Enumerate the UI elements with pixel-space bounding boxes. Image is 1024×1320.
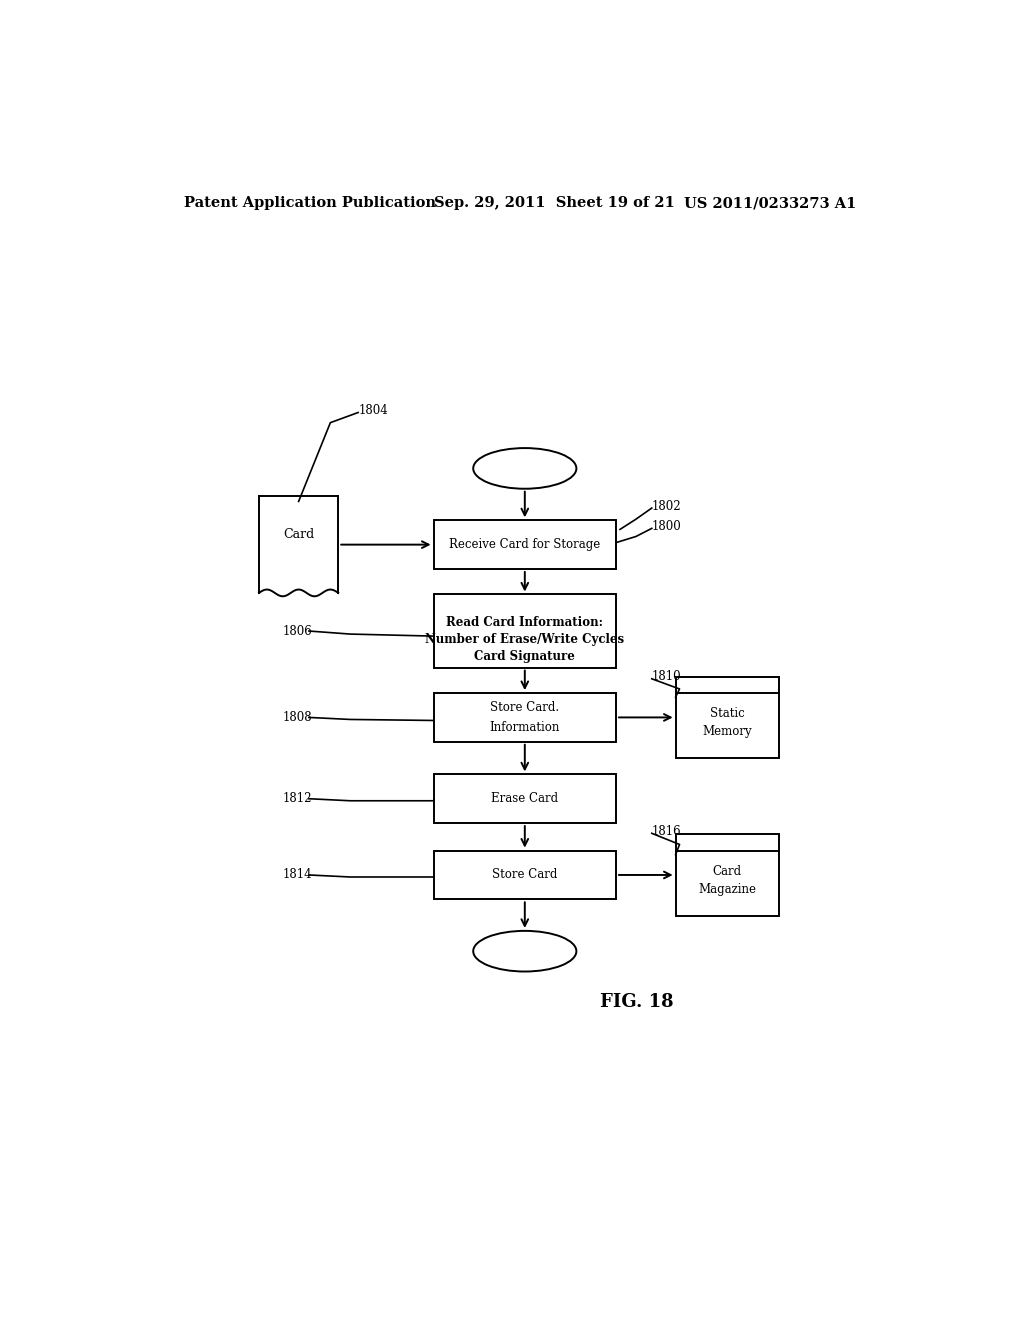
Bar bbox=[676, 834, 778, 916]
Bar bbox=[676, 677, 778, 758]
Text: Static
Memory: Static Memory bbox=[702, 708, 752, 738]
Text: Card
Magazine: Card Magazine bbox=[698, 865, 756, 895]
Text: Store Card: Store Card bbox=[493, 869, 557, 882]
Text: Erase Card: Erase Card bbox=[492, 792, 558, 805]
Text: 1804: 1804 bbox=[358, 404, 388, 417]
Text: FIG. 18: FIG. 18 bbox=[600, 993, 674, 1011]
Text: 1810: 1810 bbox=[652, 671, 681, 684]
Text: Number of Erase/Write Cycles: Number of Erase/Write Cycles bbox=[425, 632, 625, 645]
Bar bbox=[433, 594, 616, 668]
Bar bbox=[433, 693, 616, 742]
Text: Sep. 29, 2011  Sheet 19 of 21: Sep. 29, 2011 Sheet 19 of 21 bbox=[433, 197, 675, 210]
Text: Information: Information bbox=[489, 721, 560, 734]
Text: 1808: 1808 bbox=[283, 711, 312, 723]
Text: 1806: 1806 bbox=[283, 624, 312, 638]
Bar bbox=[433, 520, 616, 569]
Bar bbox=[433, 775, 616, 824]
Text: 1814: 1814 bbox=[283, 869, 312, 882]
Text: Card: Card bbox=[283, 528, 314, 541]
Text: Card Signature: Card Signature bbox=[474, 649, 575, 663]
Text: Read Card Information:: Read Card Information: bbox=[446, 616, 603, 630]
Text: 1812: 1812 bbox=[283, 792, 312, 805]
Text: Patent Application Publication: Patent Application Publication bbox=[183, 197, 435, 210]
Text: 1800: 1800 bbox=[652, 520, 682, 533]
Bar bbox=[433, 850, 616, 899]
Text: Store Card.: Store Card. bbox=[490, 701, 559, 714]
Text: Receive Card for Storage: Receive Card for Storage bbox=[450, 539, 600, 552]
Text: 1802: 1802 bbox=[652, 499, 681, 512]
Text: US 2011/0233273 A1: US 2011/0233273 A1 bbox=[684, 197, 856, 210]
Text: 1816: 1816 bbox=[652, 825, 681, 838]
